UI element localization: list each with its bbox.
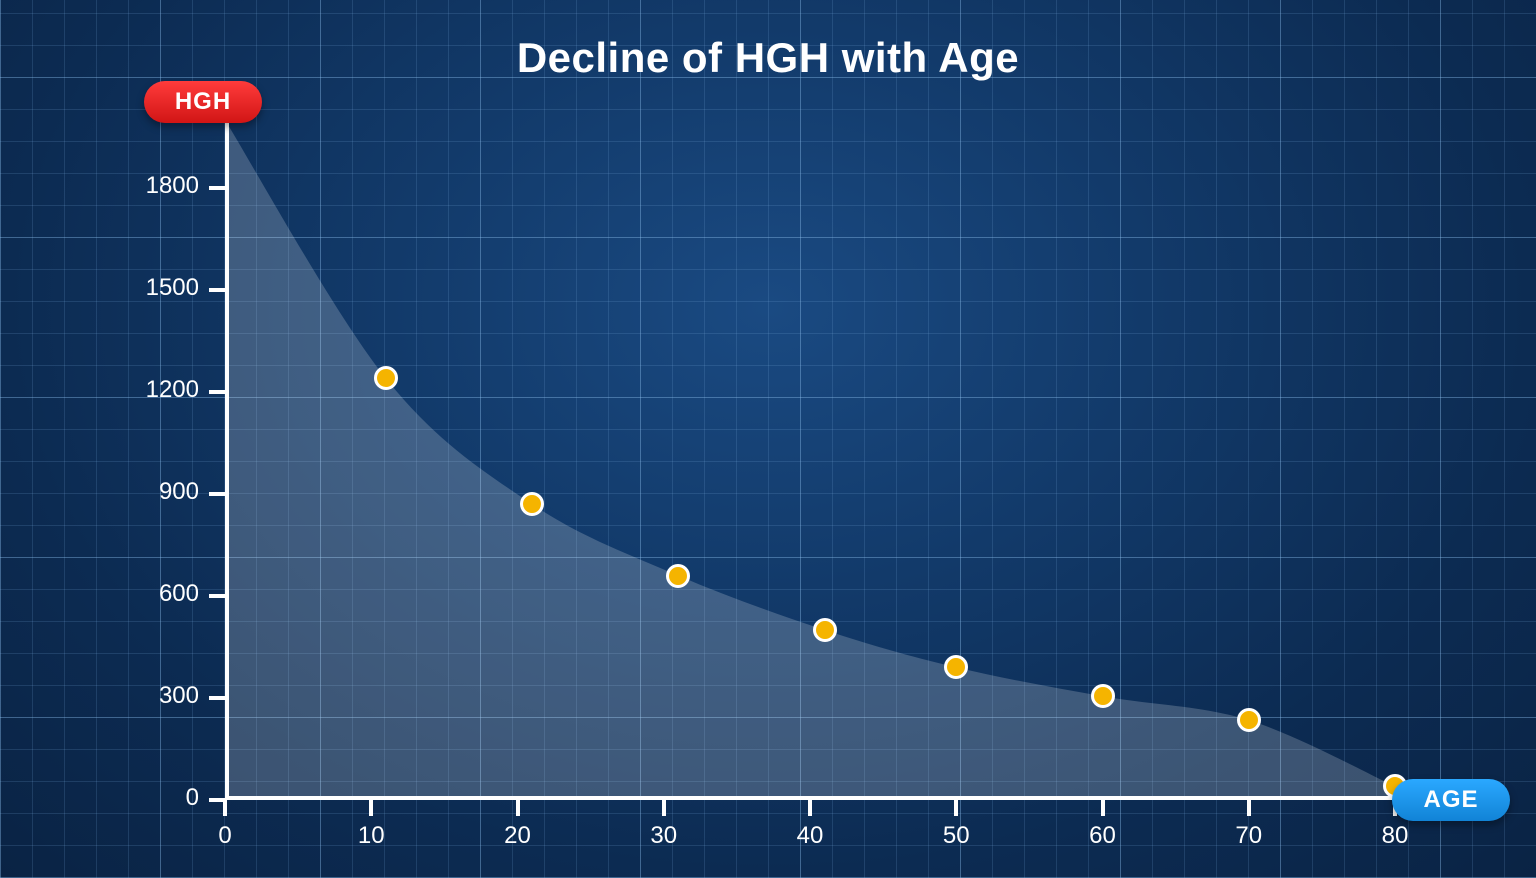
y-axis-line [225, 120, 229, 800]
x-tick [516, 800, 520, 816]
x-tick [369, 800, 373, 816]
y-tick [209, 390, 225, 394]
y-tick [209, 696, 225, 700]
x-tick-label: 70 [1219, 822, 1279, 850]
area-path [225, 120, 1395, 800]
x-tick-label: 10 [341, 822, 401, 850]
y-tick-label: 600 [109, 580, 199, 608]
y-tick [209, 492, 225, 496]
y-tick-label: 900 [109, 478, 199, 506]
y-tick-label: 1800 [109, 172, 199, 200]
x-tick [1101, 800, 1105, 816]
data-marker [1237, 708, 1261, 732]
chart-title: Decline of HGH with Age [0, 34, 1536, 82]
area-fill [225, 120, 1395, 800]
x-tick-label: 20 [488, 822, 548, 850]
y-tick-label: 1500 [109, 274, 199, 302]
y-tick-label: 300 [109, 682, 199, 710]
x-tick [954, 800, 958, 816]
x-tick [662, 800, 666, 816]
x-axis-badge-label: AGE [1423, 786, 1478, 814]
x-tick [1247, 800, 1251, 816]
plot-area: HGH AGE [225, 120, 1395, 800]
x-tick [223, 800, 227, 816]
x-tick-label: 80 [1365, 822, 1425, 850]
data-marker [944, 655, 968, 679]
data-marker [813, 618, 837, 642]
y-tick [209, 186, 225, 190]
y-axis-badge: HGH [144, 81, 262, 123]
data-marker [666, 564, 690, 588]
x-tick-label: 0 [195, 822, 255, 850]
y-tick [209, 594, 225, 598]
y-tick [209, 288, 225, 292]
y-tick-label: 1200 [109, 376, 199, 404]
data-marker [374, 366, 398, 390]
x-tick-label: 60 [1073, 822, 1133, 850]
x-tick-label: 50 [926, 822, 986, 850]
x-tick-label: 30 [634, 822, 694, 850]
chart-stage: Decline of HGH with Age HGH AGE 03006009… [0, 0, 1536, 878]
x-tick-label: 40 [780, 822, 840, 850]
y-tick-label: 0 [109, 784, 199, 812]
data-marker [1091, 684, 1115, 708]
y-axis-badge-label: HGH [175, 88, 231, 116]
x-tick [808, 800, 812, 816]
x-axis-badge: AGE [1392, 779, 1510, 821]
data-marker [520, 492, 544, 516]
